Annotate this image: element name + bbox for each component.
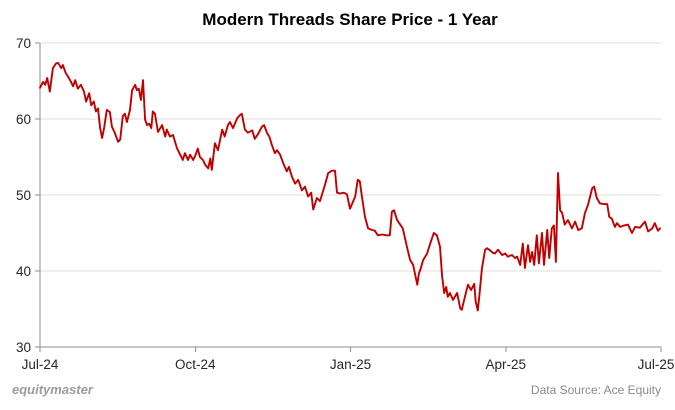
y-axis-label: 60 <box>16 112 31 127</box>
price-line-series <box>39 61 661 312</box>
plot-area: 30 40 50 60 70 Jul-24 Oct-24 Jan-25 Apr-25 Jul-25 <box>16 36 674 372</box>
x-axis-label: Jan-25 <box>330 357 371 372</box>
x-axis-label: Oct-24 <box>175 357 216 372</box>
y-axis-label: 40 <box>16 264 31 279</box>
brand-watermark: equitymaster <box>12 382 93 397</box>
data-source-label: Data Source: Ace Equity <box>530 383 661 397</box>
x-axis-label: Jul-25 <box>638 357 675 372</box>
x-axis-label: Apr-25 <box>485 357 526 372</box>
chart-title: Modern Threads Share Price - 1 Year <box>202 10 498 29</box>
y-axis-label: 50 <box>16 188 31 203</box>
y-axis-label: 30 <box>16 340 31 355</box>
y-axis-label: 70 <box>16 36 31 51</box>
x-axis-label: Jul-24 <box>22 357 59 372</box>
